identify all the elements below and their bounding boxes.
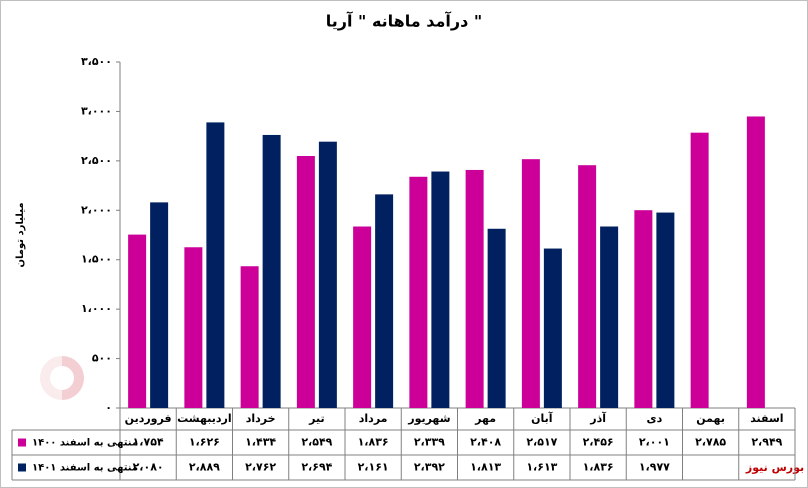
y-tick-label: ۳،۰۰۰ <box>81 104 112 117</box>
bar <box>150 202 169 408</box>
legend-label: منتهی به اسفند ۱۴۰۰ <box>32 438 138 449</box>
data-label: ۱،۸۳۶ <box>358 436 389 449</box>
x-tick-label: دی <box>647 412 663 425</box>
data-label: ۲،۷۸۵ <box>695 436 726 449</box>
y-tick-label: ۳،۵۰۰ <box>81 55 112 68</box>
data-label: ۲،۳۹۲ <box>414 461 445 474</box>
x-tick-label: تیر <box>308 412 324 425</box>
data-label: ۲،۵۴۹ <box>301 436 332 449</box>
x-tick-label: آذر <box>589 411 606 425</box>
y-tick-label: ۰ <box>105 401 112 414</box>
x-tick-label: اردیبهشت <box>177 412 231 425</box>
data-label: ۱،۴۳۴ <box>245 436 276 449</box>
x-tick-label: خرداد <box>246 412 276 425</box>
bar <box>353 226 372 408</box>
bar <box>465 169 484 408</box>
x-tick-label: بهمن <box>696 412 725 425</box>
bar <box>240 266 259 408</box>
bar <box>521 159 540 408</box>
bar <box>375 194 394 408</box>
bar <box>431 171 450 408</box>
bar <box>746 116 765 409</box>
x-tick-label: شهریور <box>407 412 450 425</box>
bar <box>128 234 147 408</box>
bar <box>206 122 225 409</box>
logo <box>40 356 84 400</box>
data-label: ۲،۴۵۶ <box>583 436 614 449</box>
chart-title: درآمد ماهانه " آریا " <box>326 11 482 31</box>
y-tick-label: ۵۰۰ <box>92 352 112 365</box>
data-label: ۲،۹۴۹ <box>751 436 782 449</box>
data-label: ۲،۰۸۰ <box>133 461 164 474</box>
data-label: ۱،۹۷۷ <box>639 461 670 474</box>
bar <box>690 132 709 408</box>
y-tick-label: ۱،۰۰۰ <box>81 302 112 315</box>
data-label: ۲،۴۰۸ <box>470 436 501 449</box>
x-tick-label: مرداد <box>359 412 388 425</box>
bar <box>656 212 675 408</box>
data-label: ۲،۱۶۱ <box>358 461 389 474</box>
x-tick-label: اسفند <box>750 412 783 425</box>
data-label: ۲،۳۳۹ <box>414 436 445 449</box>
bar <box>634 210 653 408</box>
bar <box>600 226 619 408</box>
x-tick-label: فروردین <box>125 412 172 425</box>
data-label: ۲،۶۹۴ <box>301 461 332 474</box>
y-tick-label: ۲،۵۰۰ <box>81 154 112 167</box>
data-label: ۲،۵۱۷ <box>526 436 557 449</box>
watermark: بورس نیوز <box>745 461 804 474</box>
data-label: ۱،۸۱۳ <box>470 461 501 474</box>
legend-swatch <box>18 463 26 472</box>
bar <box>262 134 281 408</box>
bar <box>543 248 562 408</box>
data-label: ۲،۷۶۲ <box>245 461 276 474</box>
data-label: ۱،۶۱۳ <box>526 461 557 474</box>
y-axis-label: میلیارد تومان <box>15 202 26 267</box>
bar <box>487 228 506 408</box>
data-label: ۲،۰۰۱ <box>639 436 670 449</box>
bar <box>578 165 597 408</box>
y-tick-label: ۱،۵۰۰ <box>81 253 112 266</box>
x-tick-label: آبان <box>531 411 553 425</box>
data-label: ۱،۶۲۶ <box>189 436 220 449</box>
bar <box>184 247 203 408</box>
bar <box>318 141 337 408</box>
bar <box>296 156 315 408</box>
bar <box>409 176 428 408</box>
data-label: ۱،۸۳۶ <box>583 461 614 474</box>
data-label: ۲،۸۸۹ <box>189 461 220 474</box>
x-tick-label: مهر <box>474 412 496 425</box>
legend-swatch <box>18 438 26 447</box>
legend-label: منتهی به اسفند ۱۴۰۱ <box>32 463 138 474</box>
data-label: ۱،۷۵۴ <box>133 436 164 449</box>
y-tick-label: ۲،۰۰۰ <box>81 203 112 216</box>
